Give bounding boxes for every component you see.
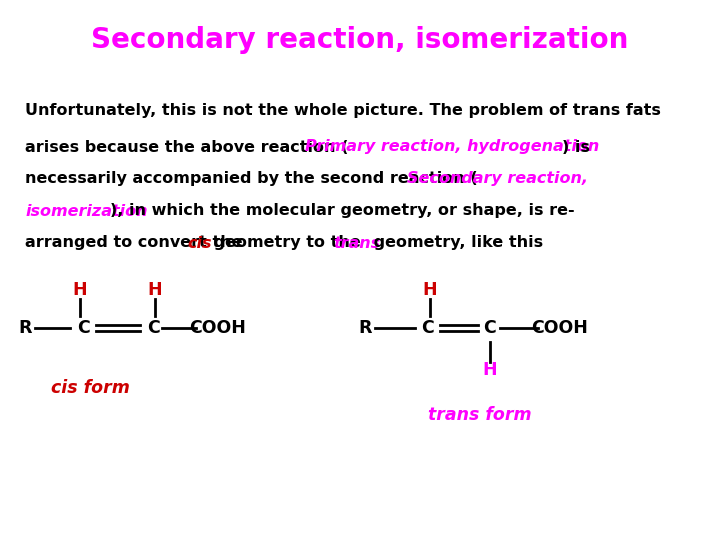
Text: trans: trans (333, 235, 380, 251)
Text: C: C (484, 319, 496, 337)
Text: Unfortunately, this is not the whole picture. The problem of trans fats: Unfortunately, this is not the whole pic… (25, 103, 661, 118)
Text: C: C (76, 319, 89, 337)
Text: Primary reaction, hydrogenation: Primary reaction, hydrogenation (305, 139, 599, 154)
Text: C: C (147, 319, 159, 337)
Text: R: R (359, 319, 372, 337)
Text: ), in which the molecular geometry, or shape, is re-: ), in which the molecular geometry, or s… (110, 204, 575, 219)
Text: H: H (423, 281, 437, 299)
Text: ) is: ) is (562, 139, 590, 154)
Text: cis: cis (187, 235, 212, 251)
Text: H: H (482, 361, 498, 379)
Text: COOH: COOH (189, 319, 246, 337)
Text: geometry to the: geometry to the (208, 235, 366, 251)
Text: Secondary reaction,: Secondary reaction, (407, 172, 588, 186)
Text: trans form: trans form (428, 406, 532, 424)
Text: COOH: COOH (531, 319, 588, 337)
Text: arranged to convert the: arranged to convert the (25, 235, 248, 251)
Text: R: R (18, 319, 32, 337)
Text: Secondary reaction, isomerization: Secondary reaction, isomerization (91, 26, 629, 54)
Text: cis form: cis form (50, 379, 130, 397)
Text: isomerization: isomerization (25, 204, 148, 219)
Text: C: C (422, 319, 434, 337)
Text: geometry, like this: geometry, like this (368, 235, 543, 251)
Text: arises because the above reaction (: arises because the above reaction ( (25, 139, 348, 154)
Text: H: H (73, 281, 87, 299)
Text: H: H (148, 281, 162, 299)
Text: necessarily accompanied by the second reaction (: necessarily accompanied by the second re… (25, 172, 477, 186)
